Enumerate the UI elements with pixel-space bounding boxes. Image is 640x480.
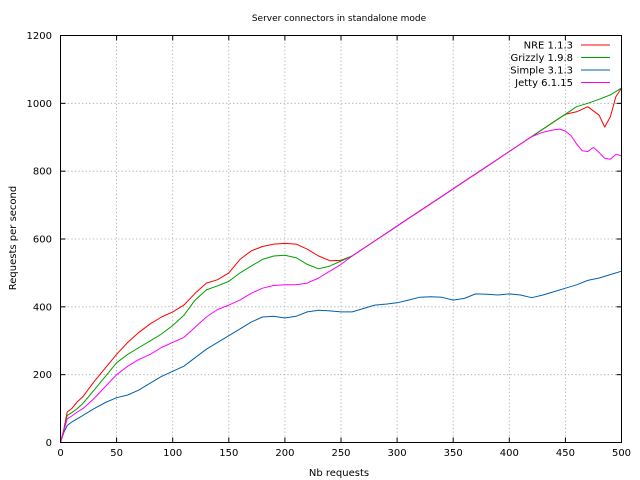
x-axis-tick-labels: 0 50 100 150 200 250 300 350 400 450 500 [57, 448, 631, 459]
x-tick-label: 50 [110, 448, 123, 459]
x-tick-label: 400 [500, 448, 519, 459]
x-tick-label: 350 [444, 448, 463, 459]
x-tick-label: 300 [388, 448, 407, 459]
y-tick-label: 1000 [27, 99, 52, 110]
x-tick-label: 500 [612, 448, 631, 459]
series-line-jetty-6-1-15 [60, 128, 622, 443]
x-tick-label: 150 [219, 448, 238, 459]
grid-lines [60, 35, 622, 443]
chart-title: Server connectors in standalone mode [252, 14, 427, 24]
y-tick-label: 600 [33, 235, 52, 246]
y-tick-label: 1200 [27, 31, 52, 42]
x-tick-label: 100 [163, 448, 182, 459]
x-tick-label: 250 [331, 448, 350, 459]
y-tick-label: 800 [33, 167, 52, 178]
y-tick-label: 200 [33, 370, 52, 381]
y-tick-label: 0 [46, 438, 52, 449]
y-axis-tick-labels: 0 200 400 600 800 1000 1200 [27, 31, 52, 449]
x-tick-label: 0 [57, 448, 63, 459]
y-tick-label: 400 [33, 302, 52, 313]
legend-label-jetty-6-1-15: Jetty 6.1.15 [514, 78, 573, 89]
x-tick-label: 200 [275, 448, 294, 459]
legend-label-simple-3-1-3: Simple 3.1.3 [510, 66, 573, 77]
x-tick-label: 450 [556, 448, 575, 459]
plot-series [60, 87, 622, 443]
legend-label-grizzly-1-9-8: Grizzly 1.9.8 [511, 53, 573, 64]
y-axis-title: Requests per second [8, 186, 19, 290]
legend-label-nre-1-1-3: NRE 1.1.3 [524, 41, 573, 52]
series-line-simple-3-1-3 [60, 270, 622, 443]
axis-ticks [60, 35, 622, 443]
x-axis-title: Nb requests [309, 468, 369, 479]
